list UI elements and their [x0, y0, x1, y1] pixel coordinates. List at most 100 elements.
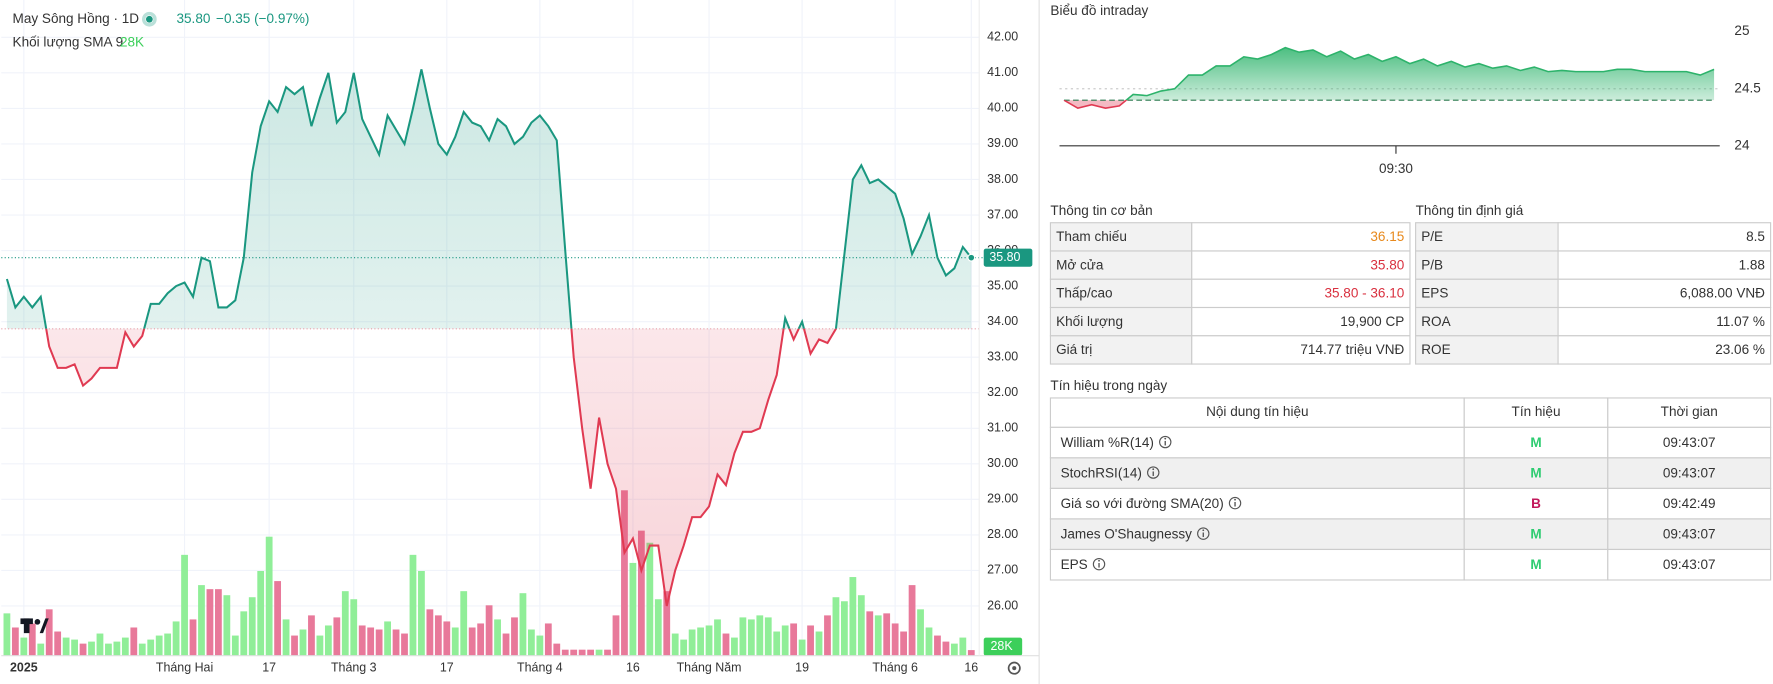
volume-bar [45, 609, 53, 656]
volume-bar [341, 591, 349, 656]
row-value: 1.88 [1739, 257, 1765, 272]
y-tick-label: 32.00 [987, 385, 1018, 399]
volume-bar [747, 619, 755, 656]
volume-bar [375, 629, 383, 656]
x-tick-label: 17 [440, 660, 454, 674]
section-title: Thông tin định giá [1416, 203, 1524, 218]
row-label: EPS [1421, 286, 1448, 301]
row-value: 714.77 triệu VNĐ [1300, 342, 1404, 357]
y-tick-label: 30.00 [987, 456, 1018, 470]
volume-bar [451, 627, 459, 656]
settings-icon[interactable] [1007, 661, 1021, 675]
y-tick-label: 24 [1734, 137, 1750, 152]
y-tick-label: 28.00 [987, 527, 1018, 541]
y-tick-label: 41.00 [987, 65, 1018, 79]
volume-bar [807, 625, 814, 656]
row-label: Khối lượng [1056, 314, 1123, 329]
row-value: 35.80 - 36.10 [1324, 286, 1404, 301]
section-title: Tín hiệu trong ngày [1050, 378, 1167, 393]
volume-bar [189, 619, 197, 656]
volume-bar [798, 639, 806, 656]
intraday-chart: Biểu đồ intraday 25 24.5 24 09:30 [1050, 3, 1760, 176]
volume-sma: 28K [120, 35, 144, 50]
y-tick-label: 40.00 [987, 101, 1018, 115]
volume-bar [815, 631, 823, 656]
row-value: 35.80 [1370, 257, 1404, 272]
tv-logo [20, 618, 49, 634]
volume-bar [426, 609, 434, 656]
volume-bar [587, 649, 595, 656]
volume-bar [646, 542, 654, 656]
signal-name: Giá so với đường SMA(20) [1061, 496, 1224, 511]
volume-bar [240, 611, 248, 656]
price-tag-label: 35.80 [989, 250, 1020, 264]
volume-bar [28, 623, 36, 656]
signal-value: B [1531, 496, 1541, 511]
volume-bar [781, 625, 789, 656]
cell [1463, 487, 1609, 520]
volume-bar [3, 613, 11, 656]
last-price: 35.80 [176, 11, 210, 26]
info-panels: Thông tin cơ bản Tham chiếu 36.15 Mở cửa 35.… [1049, 203, 1772, 581]
volume-tag-label: 28K [991, 639, 1014, 653]
x-tick-label: 16 [626, 660, 640, 674]
volume-bar [443, 621, 451, 656]
volume-bar [891, 623, 899, 656]
y-tick-label: 37.00 [987, 207, 1018, 221]
volume-bar [113, 641, 121, 656]
volume-bar [883, 613, 891, 656]
info-icon-bar [1152, 471, 1154, 476]
info-icon-bar [1202, 532, 1204, 538]
y-tick-label: 38.00 [987, 172, 1018, 186]
volume-bar [460, 591, 468, 656]
cell [1049, 518, 1465, 551]
volume-bar [265, 536, 273, 656]
section-title: Thông tin cơ bản [1050, 203, 1152, 218]
value-cell [1191, 222, 1411, 252]
row-value: 8.5 [1746, 229, 1765, 244]
volume-bar [621, 490, 628, 656]
volume-bar [925, 627, 933, 656]
x-tick-label: Tháng 3 [331, 660, 377, 674]
cell [1607, 548, 1772, 581]
volume-bar [392, 629, 400, 656]
volume-bar [324, 625, 332, 656]
volume-bar [155, 635, 163, 656]
y-tick-label: 29.00 [987, 492, 1018, 506]
cell [1607, 487, 1772, 520]
volume-bar [604, 649, 611, 656]
volume-bar [857, 595, 865, 656]
x-tick-label: 19 [795, 660, 809, 674]
cell [1607, 457, 1772, 489]
info-icon-bar [1234, 501, 1236, 507]
row-label: Mở cửa [1056, 257, 1104, 272]
volume-bar [595, 649, 603, 656]
volume-bar [384, 621, 391, 656]
signal-name: EPS [1061, 557, 1088, 572]
row-value: 11.07 % [1716, 314, 1765, 329]
volume-bar [502, 633, 510, 656]
signal-value: M [1530, 557, 1541, 572]
volume-bar [418, 570, 425, 656]
volume-bar [680, 639, 688, 656]
volume-bar [257, 570, 265, 656]
volume-bar [181, 554, 188, 656]
info-icon [1197, 527, 1210, 540]
volume-bar [959, 637, 967, 656]
label-cell [1049, 335, 1193, 365]
x-tick-label: Tháng Hai [156, 660, 213, 674]
info-icon [1159, 435, 1172, 449]
volume-bar [900, 631, 908, 656]
x-tick-label: 09:30 [1379, 161, 1413, 176]
volume-bar [764, 617, 772, 656]
column-header: Tín hiệu [1512, 404, 1561, 419]
volume-bar [468, 627, 476, 656]
cell [1049, 548, 1465, 581]
volume-bar [105, 643, 112, 656]
signal-value: M [1530, 435, 1541, 450]
volume-bar [88, 641, 95, 656]
signal-time: 09:43:07 [1663, 435, 1716, 450]
cell [1607, 426, 1772, 459]
